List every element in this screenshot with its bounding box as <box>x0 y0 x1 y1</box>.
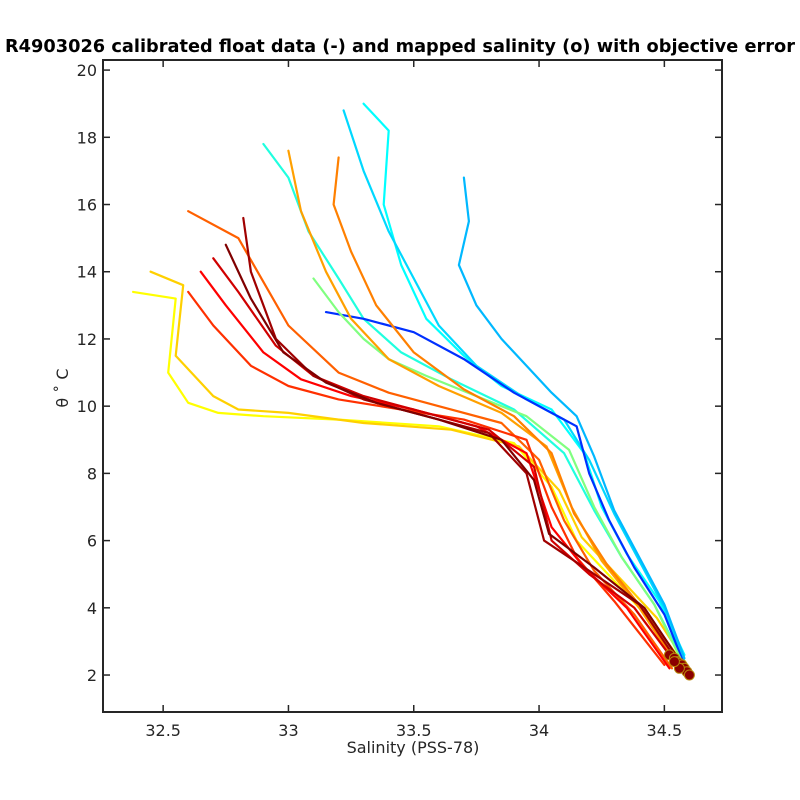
y-tick-label-7: 14 <box>77 263 97 282</box>
x-tick-label-1: 32.5 <box>145 721 181 740</box>
y-tick-label-9: 18 <box>77 128 97 147</box>
profile-line-6 <box>457 176 686 660</box>
chart-title: R4903026 calibrated float data (-) and m… <box>5 36 795 57</box>
profile-line-8 <box>312 277 684 663</box>
y-tick-label-3: 6 <box>87 532 97 551</box>
mapped-salinity-layer <box>663 649 695 681</box>
x-tick-label-5: 34.5 <box>647 721 683 740</box>
profile-line-7 <box>324 311 686 667</box>
y-tick-label-5: 10 <box>77 397 97 416</box>
y-tick-label-1: 2 <box>87 666 97 685</box>
x-axis: 32.5 33 33.5 34 34.5 <box>145 60 682 740</box>
y-tick-label-2: 4 <box>87 599 97 618</box>
mapped-salinity-point-8 <box>683 669 695 681</box>
mapped-salinity-point-10 <box>668 656 680 668</box>
y-axis-label: θ ˚ C <box>53 368 72 407</box>
x-axis-label: Salinity (PSS-78) <box>347 738 480 757</box>
profile-line-9 <box>287 149 679 667</box>
x-tick-label-2: 33 <box>278 721 298 740</box>
y-tick-label-8: 16 <box>77 196 97 215</box>
y-axis: 2 4 6 8 10 12 14 16 18 20 <box>77 61 722 685</box>
plot-area <box>103 60 722 712</box>
axes-box <box>102 59 723 713</box>
x-tick-label-4: 34 <box>529 721 549 740</box>
x-tick-label-3: 33.5 <box>396 721 432 740</box>
profile-line-1 <box>132 290 691 673</box>
profile-line-16 <box>224 243 691 677</box>
profile-line-14 <box>212 257 681 670</box>
profiles-layer <box>132 102 691 677</box>
y-tick-label-4: 8 <box>87 464 97 483</box>
y-tick-label-10: 20 <box>77 61 97 80</box>
y-tick-label-6: 12 <box>77 330 97 349</box>
profile-line-10 <box>332 156 679 667</box>
